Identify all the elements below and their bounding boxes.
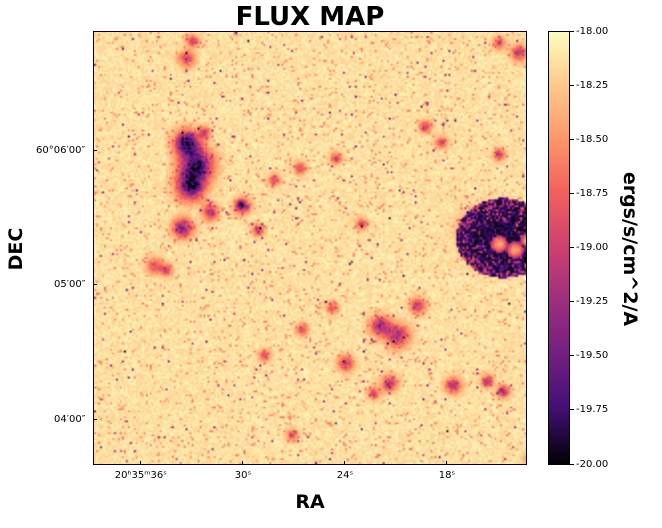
- colorbar-tick-label: -18.75: [576, 187, 609, 199]
- colorbar-tick-mark: [570, 247, 574, 248]
- colorbar-tick-label: -19.00: [576, 242, 609, 253]
- colorbar-tick-label: -18.00: [576, 25, 609, 37]
- colorbar-tick-label: -20.00: [576, 458, 609, 470]
- x-tick-mark: [140, 461, 142, 465]
- y-tick-label: 04′00″: [54, 413, 86, 425]
- y-tick-mark: [93, 418, 97, 420]
- colorbar-tick-label: -18.25: [576, 79, 609, 91]
- x-tick-mark: [446, 461, 448, 465]
- colorbar-tick-mark: [570, 138, 574, 140]
- flux-map: [93, 31, 527, 465]
- y-tick-mark: [93, 149, 97, 151]
- x-tick-mark: [344, 461, 346, 465]
- y-tick-mark: [93, 284, 97, 286]
- colorbar-tick-label: -19.75: [576, 404, 609, 416]
- colorbar-tick-mark: [570, 84, 574, 86]
- x-tick-label: 30ˢ: [234, 470, 252, 481]
- flux-map-image: [94, 32, 526, 464]
- colorbar-tick-mark: [570, 192, 574, 194]
- x-tick-label: 20ʰ35ᵐ36ˢ: [114, 470, 167, 481]
- x-axis-label: RA: [295, 491, 325, 513]
- colorbar-tick-mark: [570, 30, 574, 32]
- colorbar: [548, 31, 570, 465]
- colorbar-label: ergs/s/cm^2/A: [619, 171, 641, 327]
- y-tick-label: 60°06′00″: [36, 144, 86, 156]
- chart-title: FLUX MAP: [235, 2, 385, 32]
- colorbar-tick-label: -19.25: [576, 296, 609, 308]
- y-axis-label: DEC: [5, 227, 27, 271]
- x-tick-mark: [242, 461, 244, 465]
- colorbar-tick-label: -19.50: [576, 350, 609, 362]
- y-tick-label: 05′00″: [54, 279, 86, 291]
- colorbar-tick-mark: [570, 355, 574, 357]
- x-tick-label: 24ˢ: [336, 470, 354, 481]
- x-tick-label: 18ˢ: [438, 470, 456, 481]
- colorbar-tick-mark: [570, 463, 574, 465]
- colorbar-tick-mark: [570, 301, 574, 303]
- colorbar-tick-label: -18.50: [576, 133, 609, 145]
- colorbar-tick-mark: [570, 409, 574, 411]
